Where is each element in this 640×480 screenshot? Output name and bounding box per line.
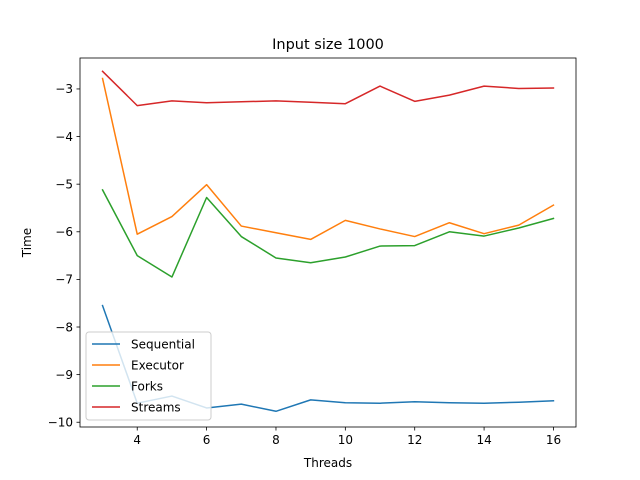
legend-label-streams: Streams <box>131 400 181 414</box>
legend: Sequential Executor Forks Streams <box>85 331 212 421</box>
legend-label-executor: Executor <box>131 358 184 372</box>
x-tick-label: 14 <box>476 433 491 447</box>
plot-frame <box>79 57 577 428</box>
chart-title: Input size 1000 <box>272 37 384 53</box>
x-tick-label: 12 <box>407 433 422 447</box>
x-tick-label: 8 <box>272 433 280 447</box>
y-tick-label: −6 <box>55 225 73 239</box>
x-tick-label: 4 <box>133 433 141 447</box>
y-tick-label: −10 <box>48 416 73 430</box>
series-line-executor <box>101 77 555 241</box>
y-axis-label: Time <box>20 228 34 258</box>
x-axis: 4 6 8 10 12 14 16 <box>133 427 561 447</box>
y-tick-label: −3 <box>55 82 73 96</box>
x-axis-label: Threads <box>303 456 352 470</box>
y-tick-label: −5 <box>55 177 73 191</box>
x-tick-label: 6 <box>203 433 211 447</box>
legend-box <box>85 331 212 421</box>
y-tick-label: −8 <box>55 320 73 334</box>
y-tick-label: −7 <box>55 273 73 287</box>
x-tick-label: 16 <box>546 433 561 447</box>
series-line-forks <box>101 188 555 278</box>
legend-label-sequential: Sequential <box>131 337 195 351</box>
y-tick-label: −9 <box>55 368 73 382</box>
y-tick-label: −4 <box>55 130 73 144</box>
y-axis: −10 −9 −8 −7 −6 −5 −4 −3 <box>48 82 80 430</box>
legend-label-forks: Forks <box>131 379 163 393</box>
series-line-streams <box>101 70 555 107</box>
x-tick-label: 10 <box>338 433 353 447</box>
